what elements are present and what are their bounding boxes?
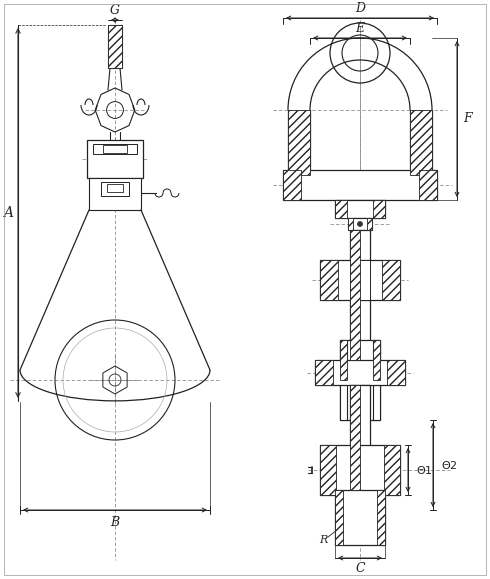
Bar — [350, 385, 370, 490]
Bar — [387, 360, 405, 385]
Text: $Θ2$: $Θ2$ — [441, 459, 458, 471]
Bar — [288, 110, 310, 175]
Bar — [377, 490, 385, 545]
Bar — [350, 385, 360, 490]
Bar — [101, 182, 129, 196]
Bar — [373, 340, 380, 380]
Bar — [350, 230, 360, 360]
Text: E: E — [355, 23, 365, 35]
Bar — [335, 490, 343, 545]
Bar — [382, 260, 400, 300]
Bar — [373, 200, 385, 218]
Circle shape — [423, 180, 433, 190]
Bar — [335, 200, 347, 218]
Text: D: D — [355, 2, 365, 16]
Bar — [373, 340, 380, 420]
Bar — [107, 184, 123, 192]
Bar — [350, 260, 370, 300]
Bar — [340, 340, 347, 420]
Text: B: B — [110, 515, 120, 529]
Bar — [348, 218, 353, 230]
Bar — [320, 260, 338, 300]
Bar — [283, 170, 301, 200]
Bar — [335, 490, 385, 545]
Bar — [315, 360, 405, 385]
Text: C: C — [355, 562, 365, 574]
Bar — [335, 200, 385, 218]
Bar — [419, 170, 437, 200]
Text: $Θ1$: $Θ1$ — [416, 464, 433, 476]
Bar — [93, 144, 137, 154]
Bar — [108, 25, 122, 68]
Circle shape — [287, 180, 297, 190]
Bar — [348, 218, 372, 230]
Bar — [320, 445, 336, 495]
Bar — [350, 230, 370, 360]
Bar — [320, 260, 400, 300]
Bar — [340, 340, 380, 420]
Bar — [340, 340, 347, 380]
Bar — [384, 445, 400, 495]
Bar — [410, 110, 432, 175]
Text: R: R — [319, 535, 327, 545]
Bar — [108, 25, 122, 68]
Text: A: A — [3, 206, 13, 220]
Bar — [283, 170, 437, 200]
Bar — [103, 145, 127, 153]
Circle shape — [358, 222, 363, 226]
Bar — [320, 445, 400, 495]
Bar — [89, 178, 141, 210]
Bar — [367, 218, 372, 230]
Bar — [87, 140, 143, 178]
Text: F: F — [463, 112, 471, 126]
Text: G: G — [110, 5, 120, 17]
Bar — [315, 360, 333, 385]
